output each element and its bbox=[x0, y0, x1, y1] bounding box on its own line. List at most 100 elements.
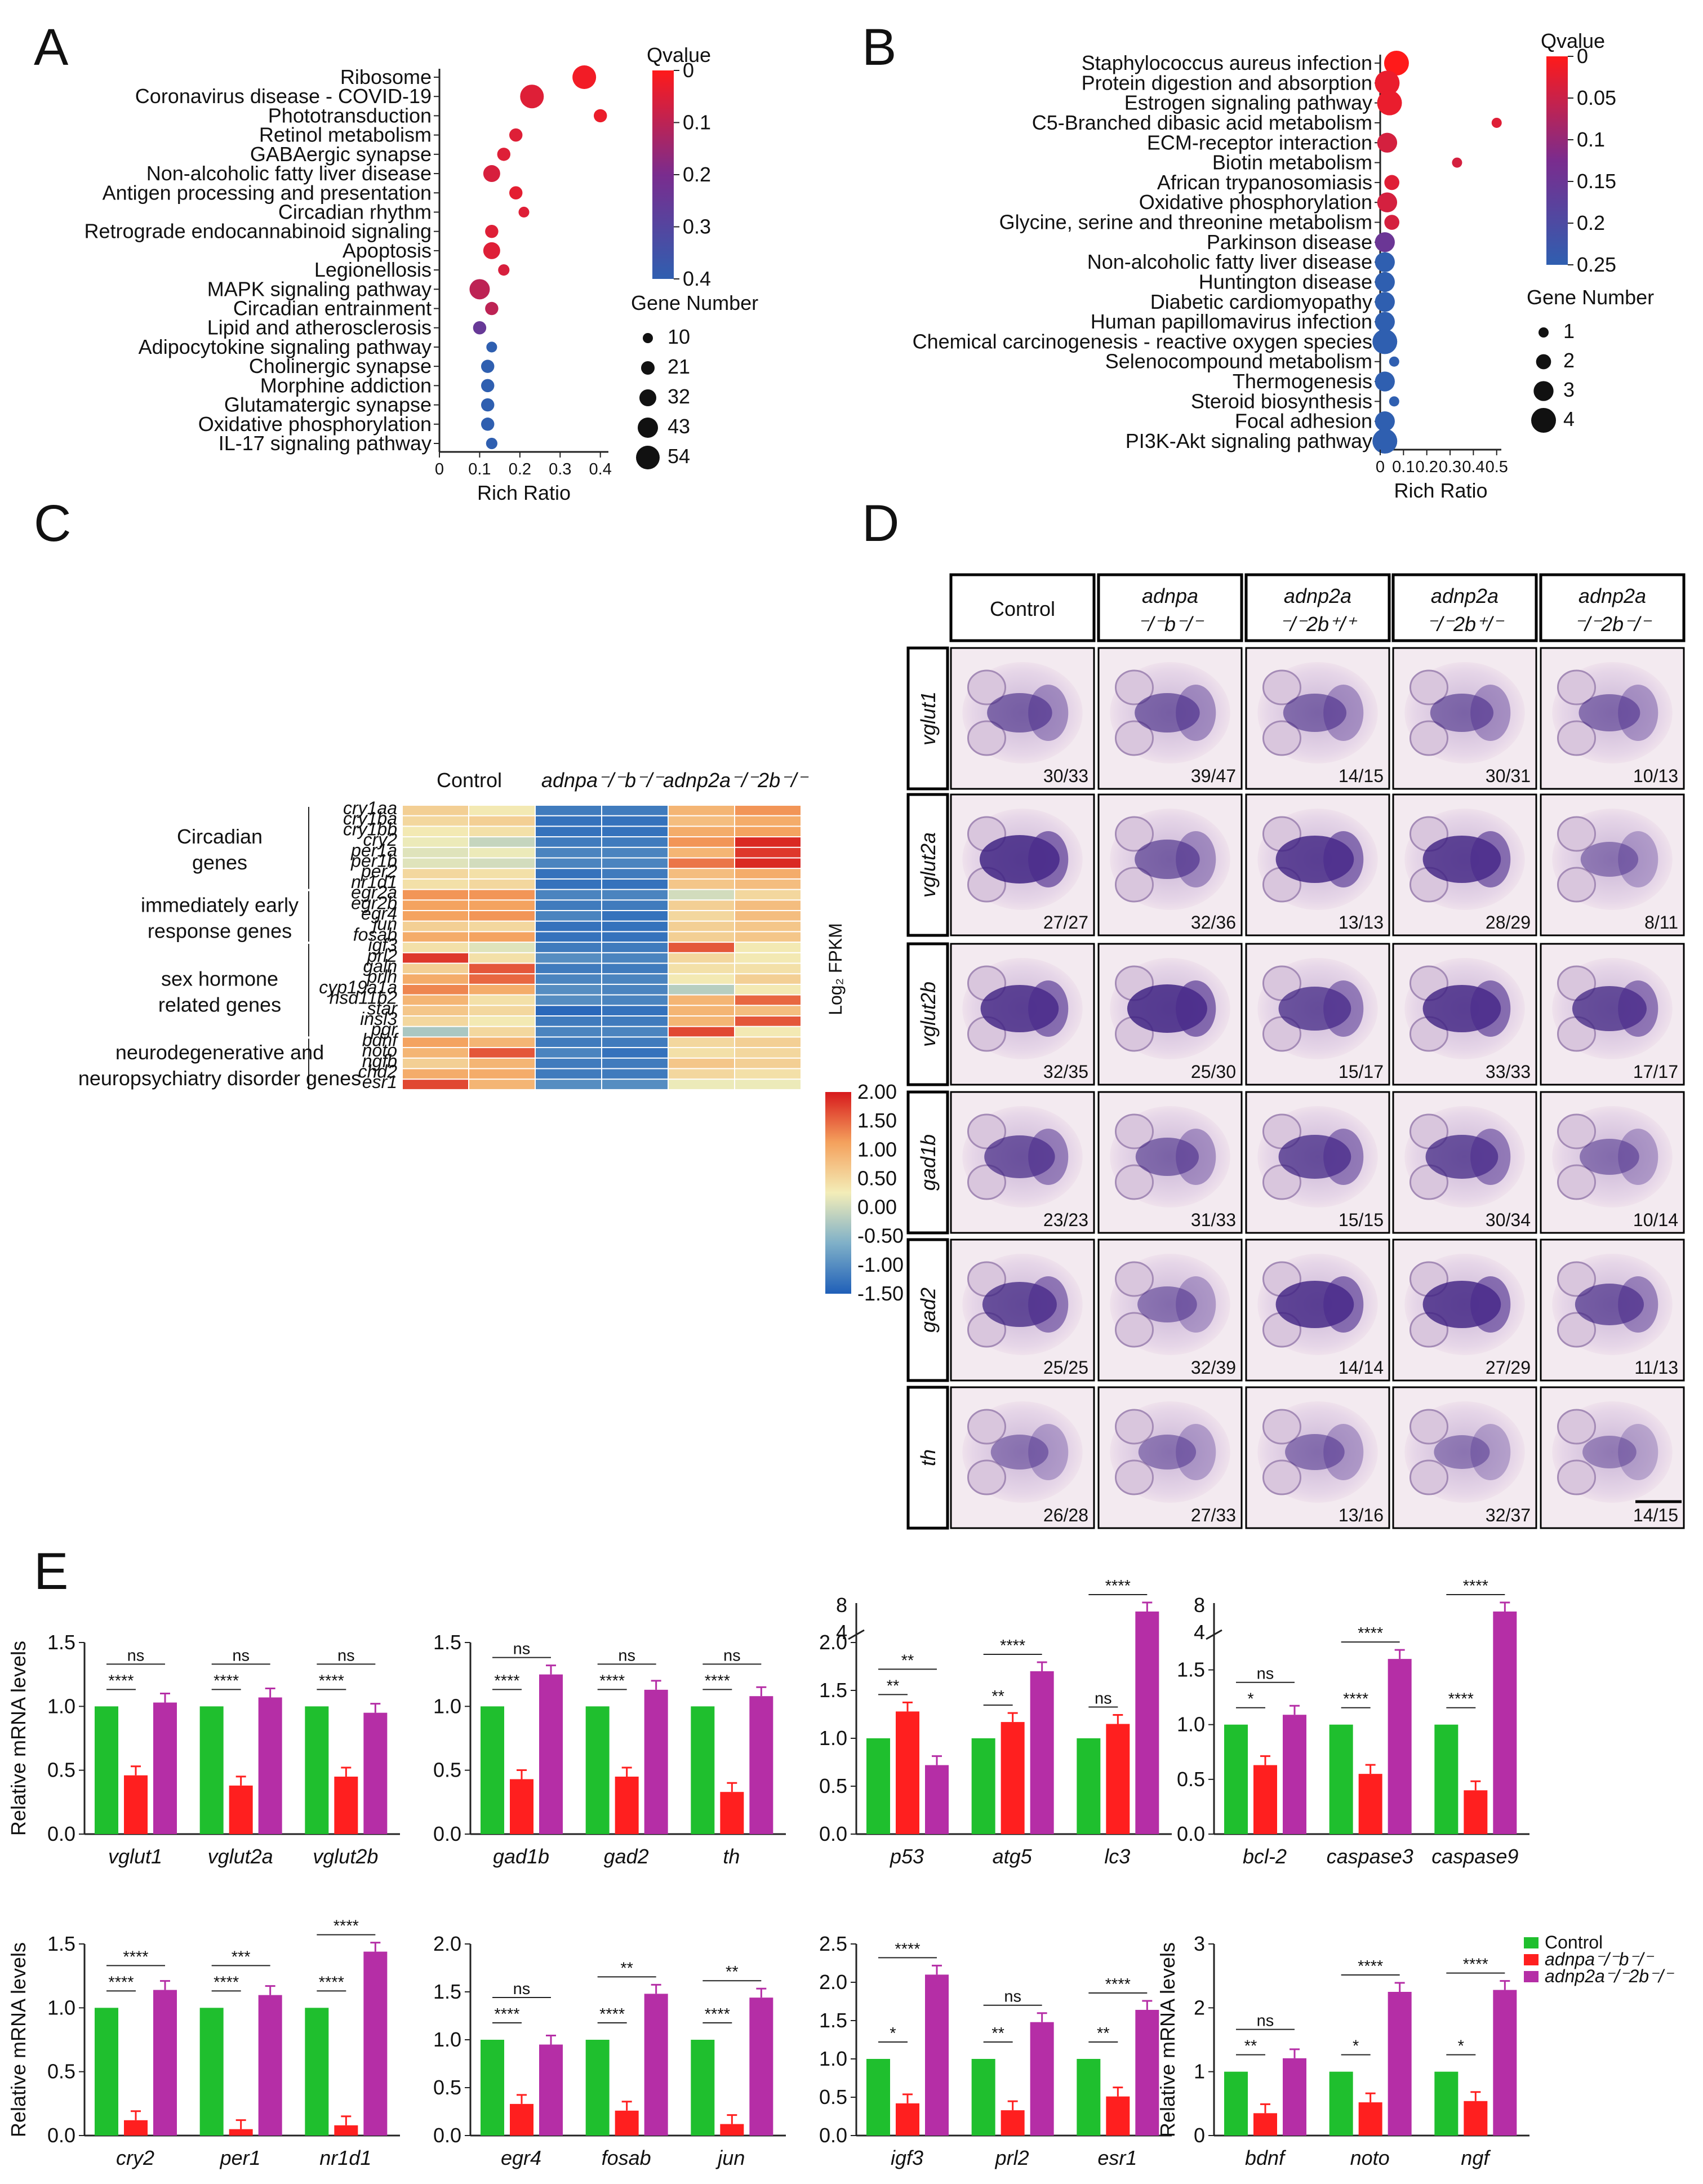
column-header-box bbox=[1539, 573, 1686, 642]
term-label: African trypanosomiasis bbox=[1157, 171, 1372, 194]
ish-stain-hindbrain bbox=[1028, 1276, 1069, 1333]
heatmap-cell bbox=[536, 953, 601, 963]
data-point bbox=[481, 398, 495, 412]
bar bbox=[749, 1696, 773, 1834]
heatmap-cell bbox=[669, 964, 734, 974]
y-tick-label: 1.5 bbox=[433, 1631, 461, 1654]
y-tick-label: 0.5 bbox=[819, 2085, 847, 2108]
bar bbox=[1135, 1612, 1159, 1834]
larva-eye bbox=[1557, 816, 1597, 852]
x-category-label: esr1 bbox=[1097, 2146, 1137, 2169]
data-point bbox=[1377, 90, 1402, 116]
gene-number-legend-dot bbox=[1533, 381, 1554, 401]
term-label: PI3K-Akt signaling pathway bbox=[1126, 429, 1372, 452]
ish-stain-forebrain bbox=[1135, 693, 1200, 733]
heatmap-cell bbox=[536, 879, 601, 889]
column-header-label: adnp2a bbox=[1284, 584, 1351, 607]
heatmap-cell bbox=[669, 1027, 734, 1037]
row-gene-label: vglut2b bbox=[917, 982, 940, 1047]
term-label: Retrograde endocannabinoid signaling bbox=[85, 220, 432, 243]
qvalue-tick-label: 0.1 bbox=[683, 111, 711, 134]
qvalue-tick-label: 0 bbox=[1577, 45, 1588, 68]
bar bbox=[971, 1738, 995, 1834]
x-category-label: gad1b bbox=[493, 1845, 549, 1868]
heatmap-cell bbox=[403, 953, 468, 963]
x-tick-label: 0.4 bbox=[1462, 458, 1484, 476]
ish-count-label: 11/13 bbox=[1634, 1357, 1678, 1378]
y-axis-title: Relative mRNA levels bbox=[7, 1641, 30, 1836]
column-header-box bbox=[1244, 573, 1391, 642]
significance-label: **** bbox=[599, 1672, 625, 1690]
heatmap-cell bbox=[669, 1048, 734, 1058]
larva-eye bbox=[1557, 1261, 1597, 1297]
larva-eye bbox=[967, 1113, 1007, 1149]
heatmap-gene-label: esr1 bbox=[362, 1072, 397, 1092]
x-category-label: vglut2a bbox=[208, 1845, 273, 1868]
data-point bbox=[1375, 312, 1395, 332]
bar bbox=[691, 2040, 715, 2136]
bar bbox=[1358, 2102, 1382, 2136]
heatmap-cell bbox=[735, 879, 801, 889]
heatmap-cell bbox=[735, 847, 801, 858]
heatmap-cell bbox=[469, 1069, 535, 1079]
bar bbox=[1464, 2101, 1488, 2136]
data-point bbox=[497, 148, 511, 161]
significance-label: **** bbox=[319, 1973, 344, 1991]
heatmap-cell bbox=[669, 837, 734, 847]
x-category-label: igf3 bbox=[891, 2146, 923, 2169]
x-tick-label: 0 bbox=[1376, 458, 1385, 476]
heatmap-cell bbox=[403, 932, 468, 942]
term-label: Cholinergic synapse bbox=[249, 354, 432, 378]
heatmap-cell bbox=[536, 847, 601, 858]
heatmap-gene-label: cry2 bbox=[363, 829, 398, 850]
ish-count-label: 32/37 bbox=[1486, 1505, 1531, 1525]
term-label: Non-alcoholic fatty liver disease bbox=[1087, 250, 1372, 273]
heatmap-cell bbox=[669, 890, 734, 900]
heatmap-cell bbox=[735, 1016, 801, 1026]
heatmap-gene-label: nr1d1 bbox=[351, 872, 397, 892]
bar bbox=[644, 1994, 668, 2136]
significance-label: ns bbox=[513, 1640, 531, 1658]
heatmap-cell bbox=[735, 932, 801, 942]
qvalue-tick-label: 0.2 bbox=[683, 163, 711, 186]
ish-count-label: 27/29 bbox=[1486, 1357, 1531, 1378]
bar bbox=[1329, 1724, 1353, 1834]
significance-label: **** bbox=[1358, 1624, 1383, 1643]
significance-label: *** bbox=[232, 1948, 251, 1966]
significance-label: * bbox=[1458, 2037, 1464, 2056]
bar bbox=[334, 1777, 358, 1834]
gene-number-legend-label: 1 bbox=[1563, 319, 1575, 343]
data-point bbox=[1375, 232, 1395, 252]
larva-eye bbox=[967, 720, 1007, 756]
significance-label: **** bbox=[1000, 1637, 1025, 1655]
heatmap-cell bbox=[669, 847, 734, 858]
heatmap-cell bbox=[403, 1080, 468, 1089]
bar bbox=[1135, 2009, 1159, 2136]
bar bbox=[95, 1706, 118, 1834]
heatmap-cell bbox=[735, 806, 801, 815]
row-header-box bbox=[906, 1386, 949, 1530]
bar bbox=[1030, 2022, 1054, 2136]
x-category-label: atg5 bbox=[993, 1845, 1033, 1868]
y-tick-label: 2.0 bbox=[819, 1970, 847, 1994]
heatmap-cell bbox=[602, 1027, 668, 1037]
data-point bbox=[1384, 51, 1409, 76]
bar bbox=[1253, 2113, 1277, 2136]
heatmap-cell bbox=[602, 890, 668, 900]
heatmap-cell bbox=[469, 827, 535, 837]
heatmap-cell bbox=[536, 974, 601, 984]
heatmap-cell bbox=[536, 806, 601, 815]
y-tick-label: 1.0 bbox=[433, 2028, 461, 2051]
ish-count-label: 32/39 bbox=[1191, 1357, 1236, 1378]
heatmap-cell bbox=[403, 847, 468, 858]
term-label: Huntington disease bbox=[1199, 270, 1372, 293]
heatmap-cell bbox=[536, 964, 601, 974]
larva-eye bbox=[1557, 1113, 1597, 1149]
data-point bbox=[1372, 329, 1398, 354]
row-header-box bbox=[906, 646, 949, 791]
bar bbox=[866, 1738, 890, 1834]
y-tick-label: 0.5 bbox=[1177, 1768, 1205, 1791]
data-point bbox=[481, 359, 495, 373]
heatmap-gene-label: prlh bbox=[367, 966, 397, 987]
